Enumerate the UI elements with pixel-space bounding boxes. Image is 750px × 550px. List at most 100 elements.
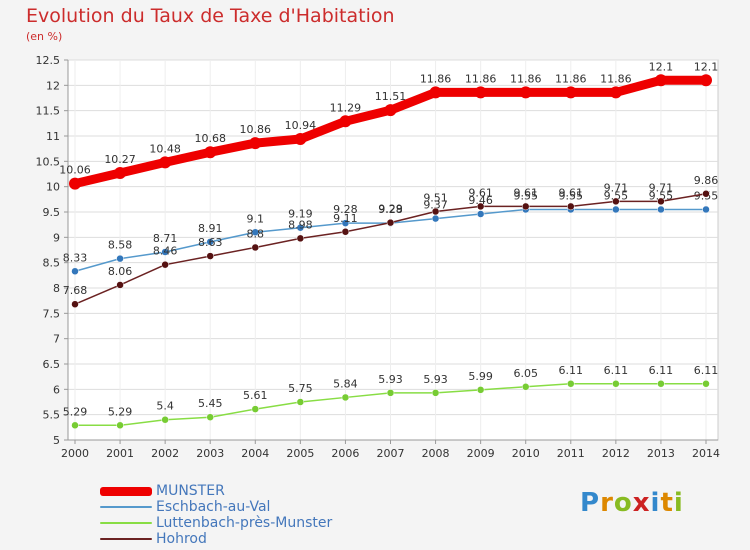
data-point-eschbach-au-val <box>161 248 169 256</box>
data-label-luttenbach-pr-s-munster: 5.29 <box>63 405 88 418</box>
data-point-luttenbach-pr-s-munster <box>341 393 350 402</box>
x-tick-label: 2002 <box>151 447 179 460</box>
data-point-luttenbach-pr-s-munster <box>567 380 575 388</box>
data-label-eschbach-au-val: 8.91 <box>198 222 223 235</box>
chart-unit-label: (en %) <box>26 30 63 43</box>
data-label-munster: 10.06 <box>59 164 91 177</box>
data-label-luttenbach-pr-s-munster: 6.11 <box>559 364 584 377</box>
data-label-hohrod: 9.71 <box>604 181 629 194</box>
legend-item-eschbach: Eschbach-au-Val <box>100 499 332 515</box>
data-point-eschbach-au-val <box>657 205 665 214</box>
data-point-eschbach-au-val <box>431 214 440 223</box>
data-point-munster <box>294 133 307 146</box>
data-point-luttenbach-pr-s-munster <box>657 380 665 388</box>
x-tick-label: 2014 <box>692 447 720 460</box>
y-tick-label: 6 <box>53 383 60 396</box>
data-point-munster <box>519 86 532 99</box>
data-point-luttenbach-pr-s-munster <box>251 405 260 413</box>
data-label-luttenbach-pr-s-munster: 5.84 <box>333 377 358 390</box>
data-label-luttenbach-pr-s-munster: 5.75 <box>288 382 313 395</box>
data-label-eschbach-au-val: 9.19 <box>288 208 313 221</box>
data-point-hohrod <box>521 202 530 211</box>
data-label-luttenbach-pr-s-munster: 6.05 <box>513 367 538 380</box>
data-point-munster <box>204 146 217 159</box>
data-point-eschbach-au-val <box>251 228 260 237</box>
data-point-luttenbach-pr-s-munster <box>161 415 169 424</box>
data-label-hohrod: 9.61 <box>513 186 538 199</box>
data-label-luttenbach-pr-s-munster: 5.93 <box>423 373 448 386</box>
data-point-eschbach-au-val <box>702 205 710 214</box>
y-tick-label: 9 <box>53 231 60 244</box>
data-point-munster <box>654 74 667 87</box>
data-point-luttenbach-pr-s-munster <box>296 398 305 406</box>
x-tick-label: 2000 <box>61 447 89 460</box>
data-label-luttenbach-pr-s-munster: 5.93 <box>378 373 403 386</box>
y-tick-label: 12.5 <box>36 54 61 67</box>
data-label-eschbach-au-val: 9.1 <box>247 212 265 225</box>
data-label-luttenbach-pr-s-munster: 6.11 <box>604 364 629 377</box>
x-tick-label: 2003 <box>196 447 224 460</box>
data-label-hohrod: 9.61 <box>468 186 493 199</box>
data-point-eschbach-au-val <box>612 205 620 214</box>
data-point-munster <box>159 156 172 169</box>
data-label-munster: 11.86 <box>510 72 542 85</box>
data-label-luttenbach-pr-s-munster: 6.11 <box>649 364 674 377</box>
data-point-hohrod <box>567 202 575 211</box>
data-point-luttenbach-pr-s-munster <box>476 386 485 394</box>
legend-label-luttenbach: Luttenbach-près-Munster <box>156 515 333 531</box>
y-tick-label: 12 <box>46 79 60 92</box>
data-point-eschbach-au-val <box>71 267 79 276</box>
data-label-eschbach-au-val: 9.37 <box>423 199 448 212</box>
data-label-eschbach-au-val: 9.55 <box>649 189 674 202</box>
data-label-luttenbach-pr-s-munster: 6.11 <box>694 364 719 377</box>
data-label-eschbach-au-val: 9.55 <box>513 189 538 202</box>
data-point-eschbach-au-val <box>341 219 350 227</box>
data-point-eschbach-au-val <box>206 238 214 246</box>
legend-label-munster: MUNSTER <box>156 483 225 499</box>
data-point-munster <box>609 86 622 99</box>
y-tick-label: 8.5 <box>43 257 61 270</box>
y-tick-label: 6.5 <box>43 358 61 371</box>
data-label-eschbach-au-val: 9.55 <box>559 189 584 202</box>
data-point-luttenbach-pr-s-munster <box>702 380 710 388</box>
data-label-munster: 10.27 <box>104 153 136 166</box>
y-tick-label: 7 <box>53 333 60 346</box>
data-point-munster <box>384 104 397 117</box>
legend-swatch-munster <box>100 486 152 496</box>
data-label-munster: 11.86 <box>555 72 587 85</box>
data-label-luttenbach-pr-s-munster: 5.61 <box>243 389 268 402</box>
legend-label-hohrod: Hohrod <box>156 531 207 547</box>
data-label-eschbach-au-val: 9.28 <box>378 203 403 216</box>
data-point-eschbach-au-val <box>296 223 305 232</box>
y-tick-label: 8 <box>53 282 60 295</box>
data-point-hohrod <box>657 197 665 206</box>
data-point-munster <box>429 86 442 99</box>
y-tick-label: 5.5 <box>43 409 61 422</box>
data-point-hohrod <box>71 300 79 308</box>
data-label-hohrod: 9.29 <box>378 203 403 216</box>
y-tick-label: 5 <box>53 434 60 447</box>
data-point-hohrod <box>161 260 169 269</box>
data-label-eschbach-au-val: 9.28 <box>333 203 358 216</box>
data-label-hohrod: 8.8 <box>247 227 265 240</box>
x-tick-label: 2007 <box>377 447 405 460</box>
data-point-hohrod <box>476 202 485 211</box>
data-point-luttenbach-pr-s-munster <box>116 421 124 430</box>
data-point-munster <box>339 115 352 128</box>
x-tick-label: 2006 <box>331 447 359 460</box>
data-point-luttenbach-pr-s-munster <box>386 389 395 397</box>
x-tick-label: 2008 <box>422 447 450 460</box>
chart-title: Evolution du Taux de Taxe d'Habitation <box>26 5 395 27</box>
y-tick-label: 10.5 <box>36 155 61 168</box>
data-label-hohrod: 9.51 <box>423 191 448 204</box>
data-label-munster: 11.51 <box>375 90 407 103</box>
data-point-eschbach-au-val <box>476 210 485 218</box>
data-point-munster <box>474 86 487 99</box>
data-label-hohrod: 8.06 <box>108 265 133 278</box>
x-tick-label: 2013 <box>647 447 675 460</box>
legend-label-eschbach: Eschbach-au-Val <box>156 499 271 515</box>
data-point-hohrod <box>116 281 124 289</box>
legend-item-hohrod: Hohrod <box>100 531 332 547</box>
data-label-eschbach-au-val: 8.33 <box>63 251 88 264</box>
data-label-munster: 10.86 <box>240 123 272 136</box>
